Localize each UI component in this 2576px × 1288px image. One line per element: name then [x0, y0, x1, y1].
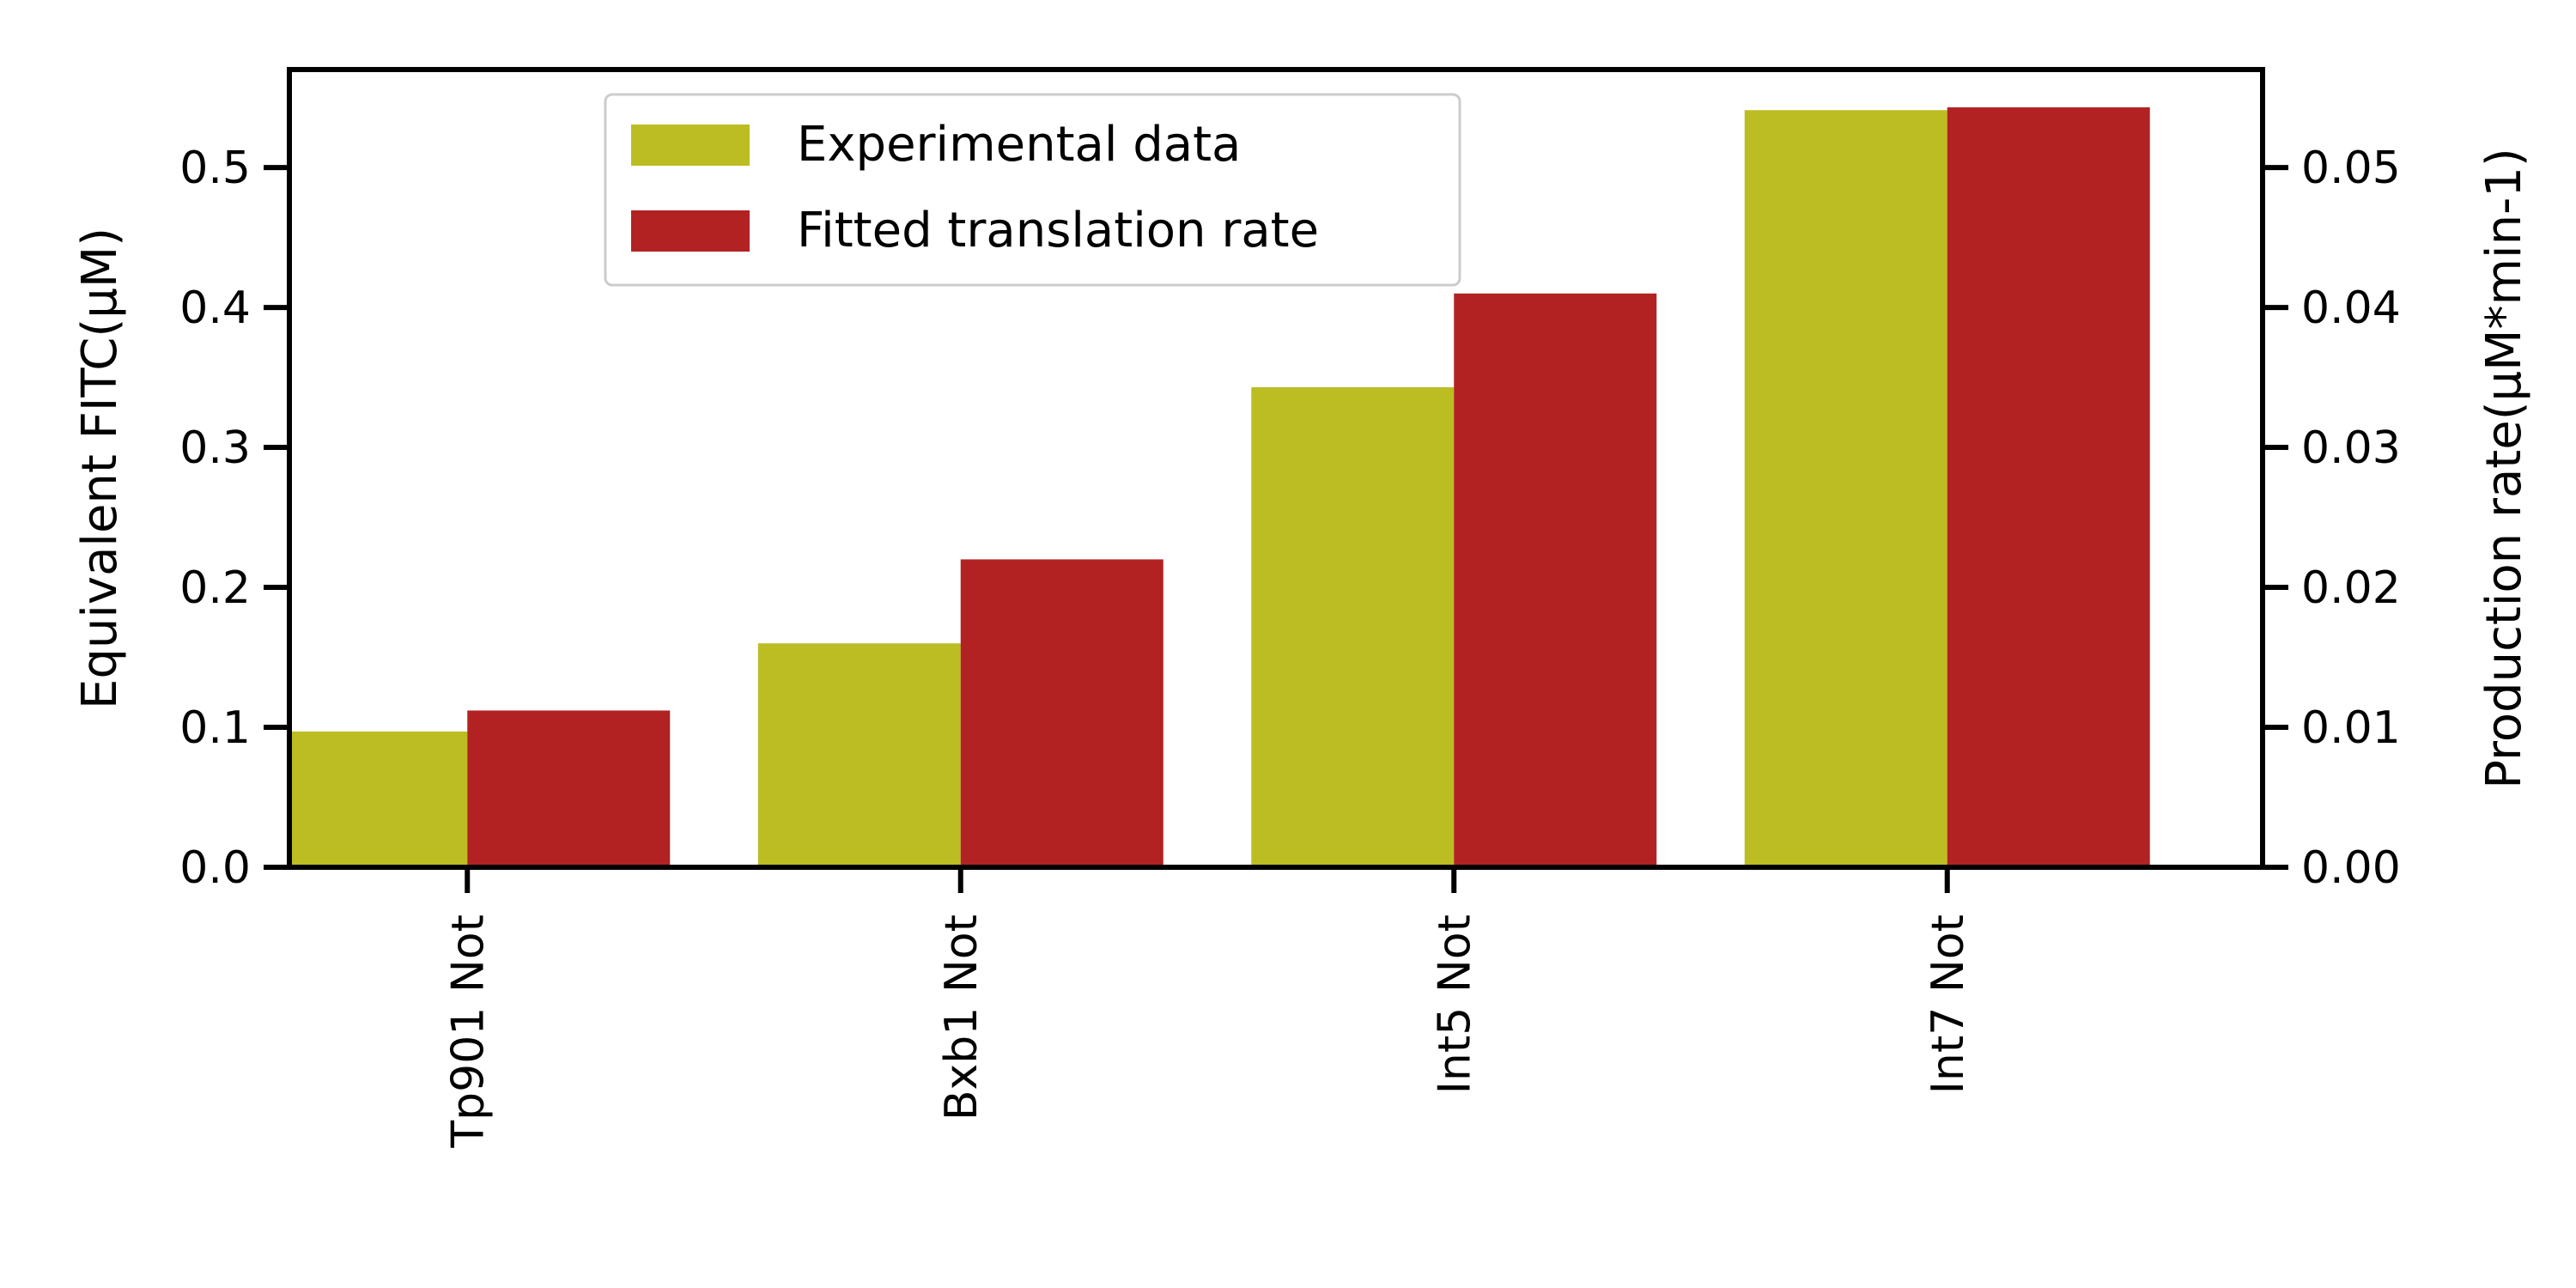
x-tick-label-3: Int7 Not [1923, 914, 1974, 1094]
legend: Experimental data Fitted translation rat… [604, 93, 1461, 287]
x-tick-label-0: Tp901 Not [442, 914, 494, 1149]
left-tick-label-1: 0.1 [179, 702, 251, 754]
right-tick-label-3: 0.03 [2301, 422, 2401, 474]
left-y-axis: 0.0 0.1 0.2 0.3 0.4 0.5 [179, 143, 289, 894]
bars-group [289, 107, 2150, 868]
y-axis-label: Equivalent FITC(μM) [72, 228, 128, 709]
bar-experimental-0 [289, 731, 468, 867]
legend-box [604, 93, 1461, 287]
legend-label-experimental: Experimental data [797, 117, 1241, 173]
legend-swatch-experimental [631, 125, 750, 166]
bar-fitted-3 [1947, 107, 2150, 868]
left-tick-label-4: 0.4 [179, 283, 251, 334]
x-axis: Tp901 Not Bxb1 Not Int5 Not Int7 Not [442, 867, 1974, 1149]
bar-experimental-3 [1744, 110, 1947, 868]
bar-fitted-2 [1454, 293, 1657, 867]
y2-axis-label: Production rate(μM*min-1) [2476, 148, 2532, 789]
bar-experimental-1 [757, 643, 961, 867]
right-tick-label-1: 0.01 [2301, 702, 2401, 754]
right-tick-label-5: 0.05 [2301, 143, 2401, 194]
x-tick-label-1: Bxb1 Not [936, 914, 987, 1121]
legend-swatch-fitted [631, 210, 750, 252]
right-tick-label-2: 0.02 [2301, 562, 2401, 614]
left-tick-label-3: 0.3 [179, 422, 251, 474]
legend-label-fitted: Fitted translation rate [797, 203, 1319, 258]
right-y-axis: 0.00 0.01 0.02 0.03 0.04 0.05 [2263, 143, 2401, 894]
left-tick-label-2: 0.2 [179, 562, 251, 614]
plot-frame [287, 67, 2265, 870]
left-tick-label-5: 0.5 [179, 143, 251, 194]
bar-experimental-2 [1251, 386, 1455, 867]
bar-fitted-1 [960, 559, 1163, 867]
right-tick-label-0: 0.00 [2301, 842, 2401, 894]
left-tick-label-0: 0.0 [179, 842, 251, 894]
right-tick-label-4: 0.04 [2301, 283, 2401, 334]
bar-fitted-0 [467, 710, 671, 867]
x-tick-label-2: Int5 Not [1429, 914, 1480, 1094]
